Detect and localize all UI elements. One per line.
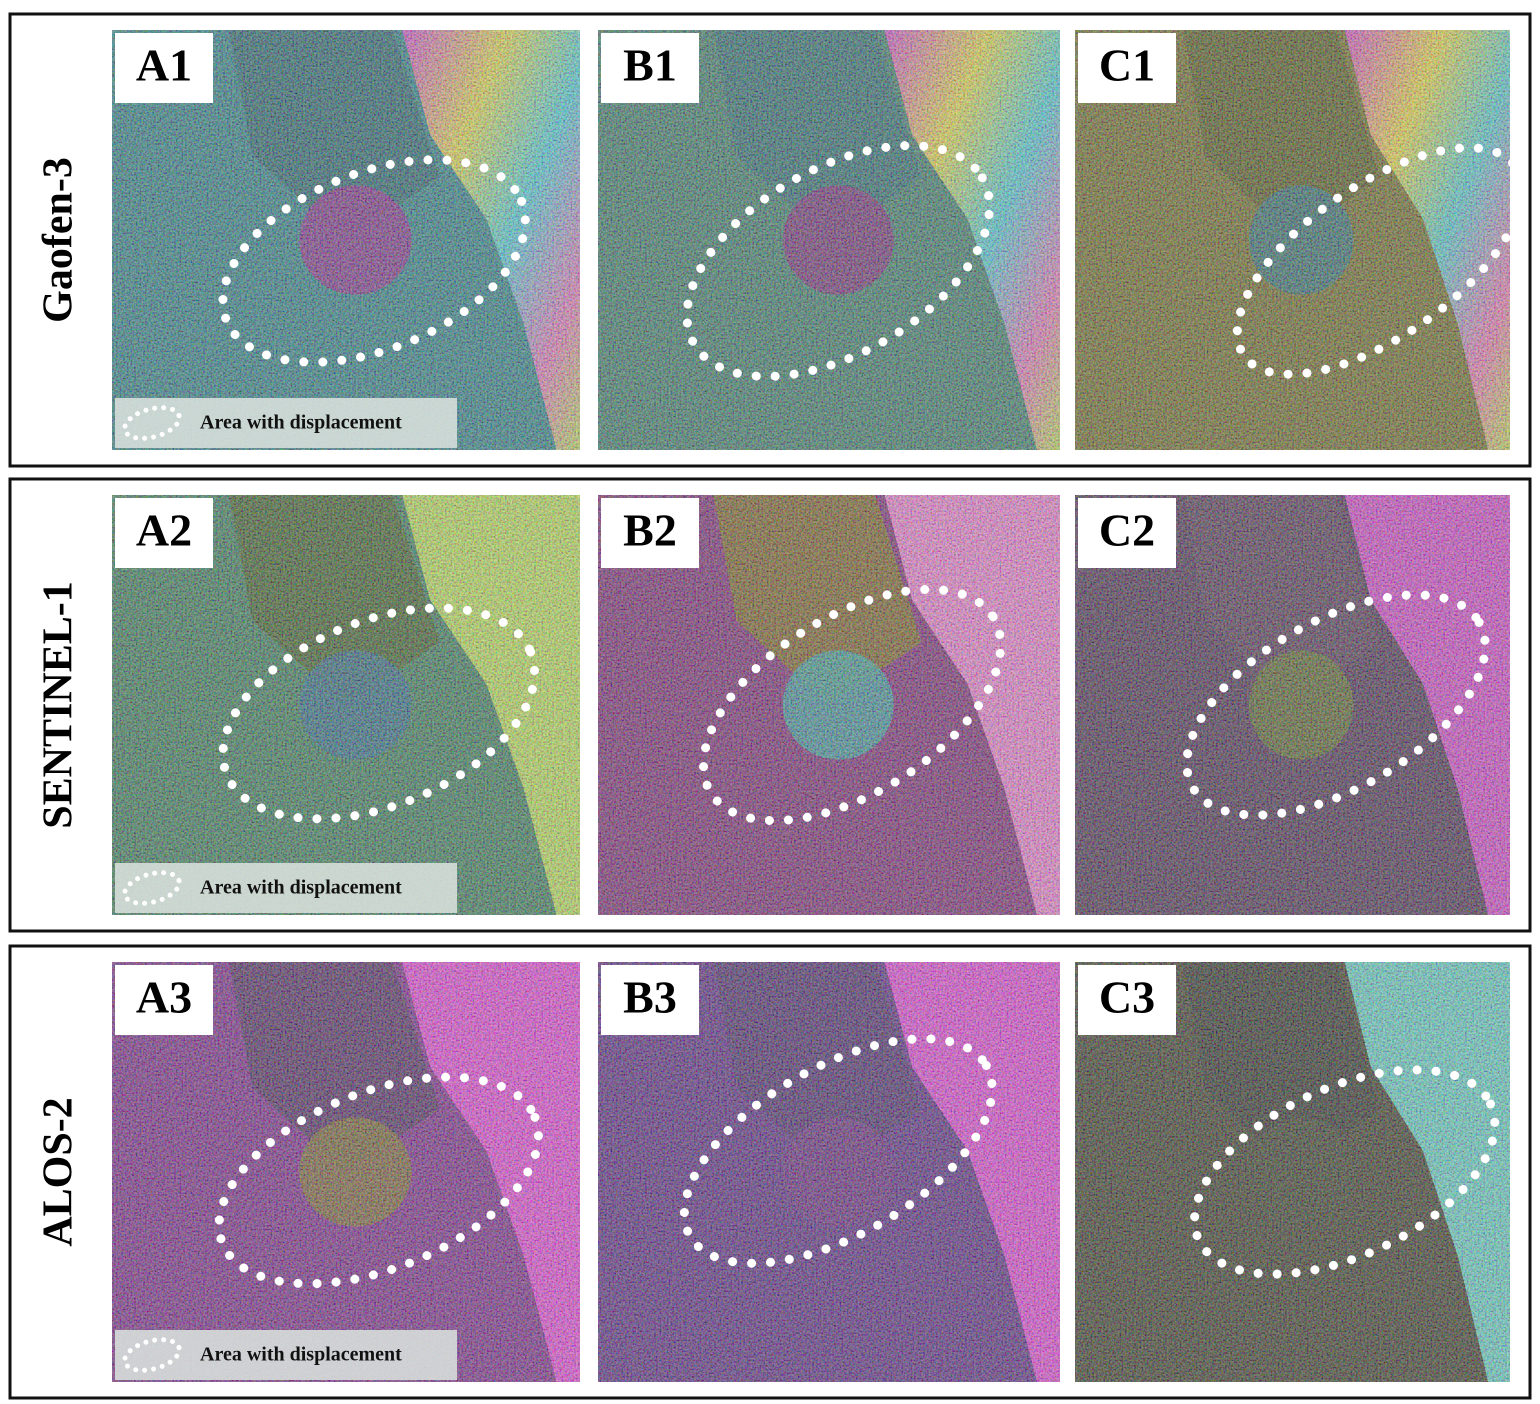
legend-box — [115, 863, 457, 913]
panel-label: C2 — [1099, 505, 1155, 556]
panel-label-box — [115, 33, 213, 103]
panel-image: B3 — [598, 962, 1060, 1382]
legend-text: Area with displacement — [200, 412, 402, 434]
displacement-outline — [1182, 590, 1490, 820]
displacement-outline — [218, 603, 540, 824]
panel-label: A2 — [136, 505, 192, 556]
panel-label-box — [1078, 33, 1176, 103]
panel-label-box — [601, 498, 699, 568]
displacement-outline — [682, 141, 995, 381]
legend-text: Area with displacement — [200, 1344, 402, 1366]
displacement-outline — [218, 155, 530, 367]
panel-label: B3 — [623, 972, 677, 1023]
panel-image: B2 — [598, 495, 1060, 915]
panel-label: A1 — [136, 40, 192, 91]
row-label: SENTINEL-1 — [36, 581, 82, 828]
row-frame — [8, 12, 1532, 468]
panel-label-box — [1078, 965, 1176, 1035]
legend-symbol — [122, 870, 182, 906]
panel-label: B1 — [623, 40, 677, 91]
displacement-outline — [214, 1072, 543, 1289]
panel-label: A3 — [136, 972, 192, 1023]
row-frame — [8, 477, 1532, 933]
displacement-outline — [679, 1034, 997, 1268]
panel-label: B2 — [623, 505, 677, 556]
legend-box — [115, 398, 457, 448]
panel-label: C1 — [1099, 40, 1155, 91]
panel-label-box — [115, 498, 213, 568]
panel-image: C3 — [1075, 962, 1510, 1382]
row-label: ALOS-2 — [36, 1097, 82, 1246]
legend-text: Area with displacement — [200, 877, 402, 899]
row-label: Gaofen-3 — [36, 157, 82, 323]
displacement-outline — [1190, 1065, 1500, 1279]
legend-symbol — [122, 1337, 182, 1373]
legend-box — [115, 1330, 457, 1380]
panel-label-box — [1078, 498, 1176, 568]
legend-symbol — [122, 405, 182, 441]
row-frame — [8, 944, 1532, 1400]
panel-image: B1 — [598, 30, 1060, 450]
panel-image: C1 — [1075, 30, 1527, 450]
panel-label: C3 — [1099, 972, 1155, 1023]
panel-image: A2 Area with displacement — [112, 495, 580, 915]
displacement-outline — [1232, 143, 1527, 379]
panel-image: A3 Area with displacement — [112, 962, 580, 1382]
panel-label-box — [115, 965, 213, 1035]
panel-image: A1 Area with displacement — [112, 30, 580, 450]
panel-label-box — [601, 965, 699, 1035]
panel-image: C2 — [1075, 495, 1510, 915]
panel-label-box — [601, 33, 699, 103]
displacement-outline — [699, 584, 1006, 826]
